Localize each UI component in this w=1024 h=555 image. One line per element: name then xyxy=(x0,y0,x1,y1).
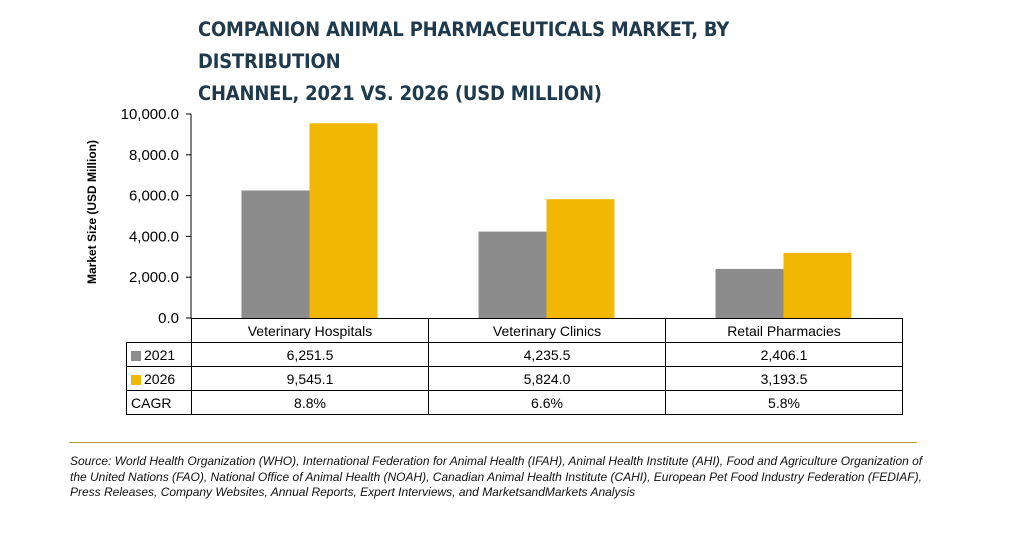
bar-2026-1 xyxy=(546,199,615,318)
source-note: Source: World Health Organization (WHO),… xyxy=(70,454,923,499)
table-row-2026: 2026 9,545.1 5,824.0 3,193.5 xyxy=(126,366,903,391)
bar-2021-0 xyxy=(241,190,310,318)
chart-title: COMPANION ANIMAL PHARMACEUTICALS MARKET,… xyxy=(198,14,860,110)
table-cell: 8.8% xyxy=(191,390,429,415)
category-label: Veterinary Clinics xyxy=(428,318,666,343)
bar-2021-2 xyxy=(715,268,784,318)
y-tick-label: 4,000.0 xyxy=(129,228,179,245)
legend-label: 2026 xyxy=(144,370,176,387)
bar-2021-1 xyxy=(478,231,547,318)
legend-swatch-2021 xyxy=(131,350,141,361)
table-cell: 2,406.1 xyxy=(665,342,903,367)
y-axis-label: Market Size (USD Million) xyxy=(85,140,99,284)
bar-2026-2 xyxy=(783,252,852,318)
table-cell: 4,235.5 xyxy=(428,342,666,367)
legend-entry-2021: 2021 xyxy=(126,342,192,367)
table-header-row: Veterinary Hospitals Veterinary Clinics … xyxy=(126,318,903,343)
chart-title-line2: CHANNEL, 2021 VS. 2026 (USD MILLION) xyxy=(198,82,602,105)
divider xyxy=(69,442,917,443)
table-cell: 6.6% xyxy=(428,390,666,415)
table-cell: 5.8% xyxy=(665,390,903,415)
y-tick-label: 6,000.0 xyxy=(129,188,179,205)
table-corner-cell xyxy=(126,318,192,343)
legend-entry-2026: 2026 xyxy=(126,366,192,391)
table-cell: 3,193.5 xyxy=(665,366,903,391)
y-tick-label: 8,000.0 xyxy=(129,147,179,164)
cagr-label: CAGR xyxy=(126,390,192,415)
y-tick-label: 2,000.0 xyxy=(129,269,179,286)
chart-title-line1: COMPANION ANIMAL PHARMACEUTICALS MARKET,… xyxy=(198,18,730,73)
bar-chart: 0.02,000.04,000.06,000.08,000.010,000.0 … xyxy=(85,106,852,327)
data-table: Veterinary Hospitals Veterinary Clinics … xyxy=(126,318,903,415)
table-row-2021: 2021 6,251.5 4,235.5 2,406.1 xyxy=(126,342,903,367)
category-label: Retail Pharmacies xyxy=(665,318,903,343)
bar-2026-0 xyxy=(309,123,378,318)
table-cell: 9,545.1 xyxy=(191,366,429,391)
table-cell: 6,251.5 xyxy=(191,342,429,367)
legend-label: 2021 xyxy=(144,346,176,363)
category-label: Veterinary Hospitals xyxy=(191,318,429,343)
legend-swatch-2026 xyxy=(131,374,141,385)
table-cell: 5,824.0 xyxy=(428,366,666,391)
table-row-cagr: CAGR 8.8% 6.6% 5.8% xyxy=(126,390,903,415)
y-tick-label: 10,000.0 xyxy=(121,106,179,123)
